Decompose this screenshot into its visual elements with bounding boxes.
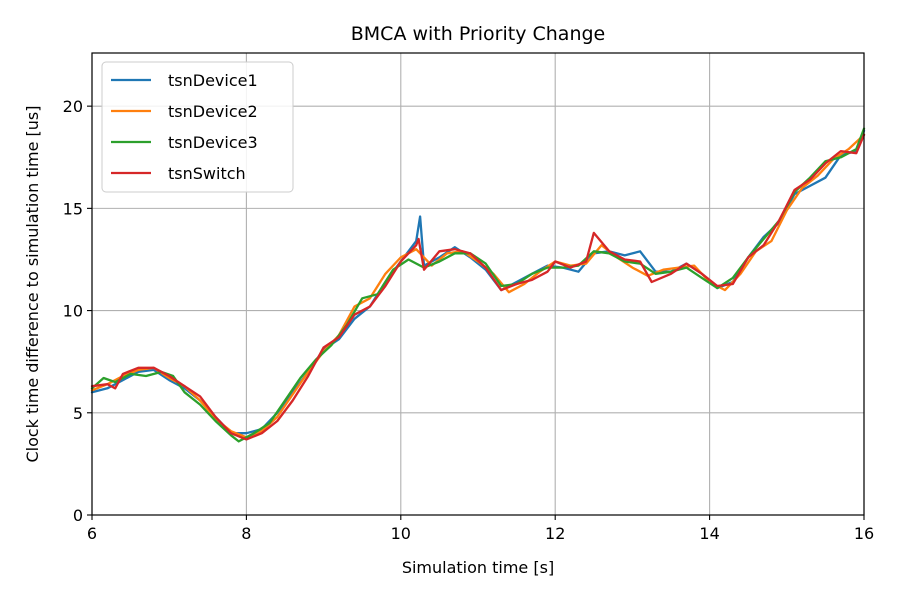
- x-tick-label: 14: [699, 524, 719, 543]
- axis-ticks: 6 8 10 12 14 16 0 5 10 15 20: [63, 97, 875, 543]
- plot-frame: [91, 52, 865, 516]
- series-line-tsnSwitch: [90, 133, 866, 441]
- series-lines: [90, 127, 866, 443]
- x-tick-label: 8: [241, 524, 251, 543]
- y-tick-label: 10: [63, 302, 83, 321]
- legend-label-tsnSwitch: tsnSwitch: [168, 164, 246, 183]
- y-tick-label: 15: [63, 199, 83, 218]
- y-axis-label: Clock time difference to simulation time…: [23, 105, 42, 462]
- y-tick-label: 0: [73, 506, 83, 525]
- legend: tsnDevice1 tsnDevice2 tsnDevice3 tsnSwitch: [101, 61, 294, 193]
- x-axis-label: Simulation time [s]: [402, 558, 554, 577]
- legend-label-tsnDevice2: tsnDevice2: [168, 102, 258, 121]
- legend-label-tsnDevice1: tsnDevice1: [168, 71, 258, 90]
- x-tick-label: 12: [545, 524, 565, 543]
- chart-title: BMCA with Priority Change: [351, 23, 606, 45]
- y-tick-label: 5: [73, 404, 83, 423]
- x-tick-label: 6: [87, 524, 97, 543]
- legend-label-tsnDevice3: tsnDevice3: [168, 133, 258, 152]
- y-tick-label: 20: [63, 97, 83, 116]
- x-tick-label: 16: [854, 524, 874, 543]
- legend-box: [101, 61, 294, 193]
- x-tick-label: 10: [391, 524, 411, 543]
